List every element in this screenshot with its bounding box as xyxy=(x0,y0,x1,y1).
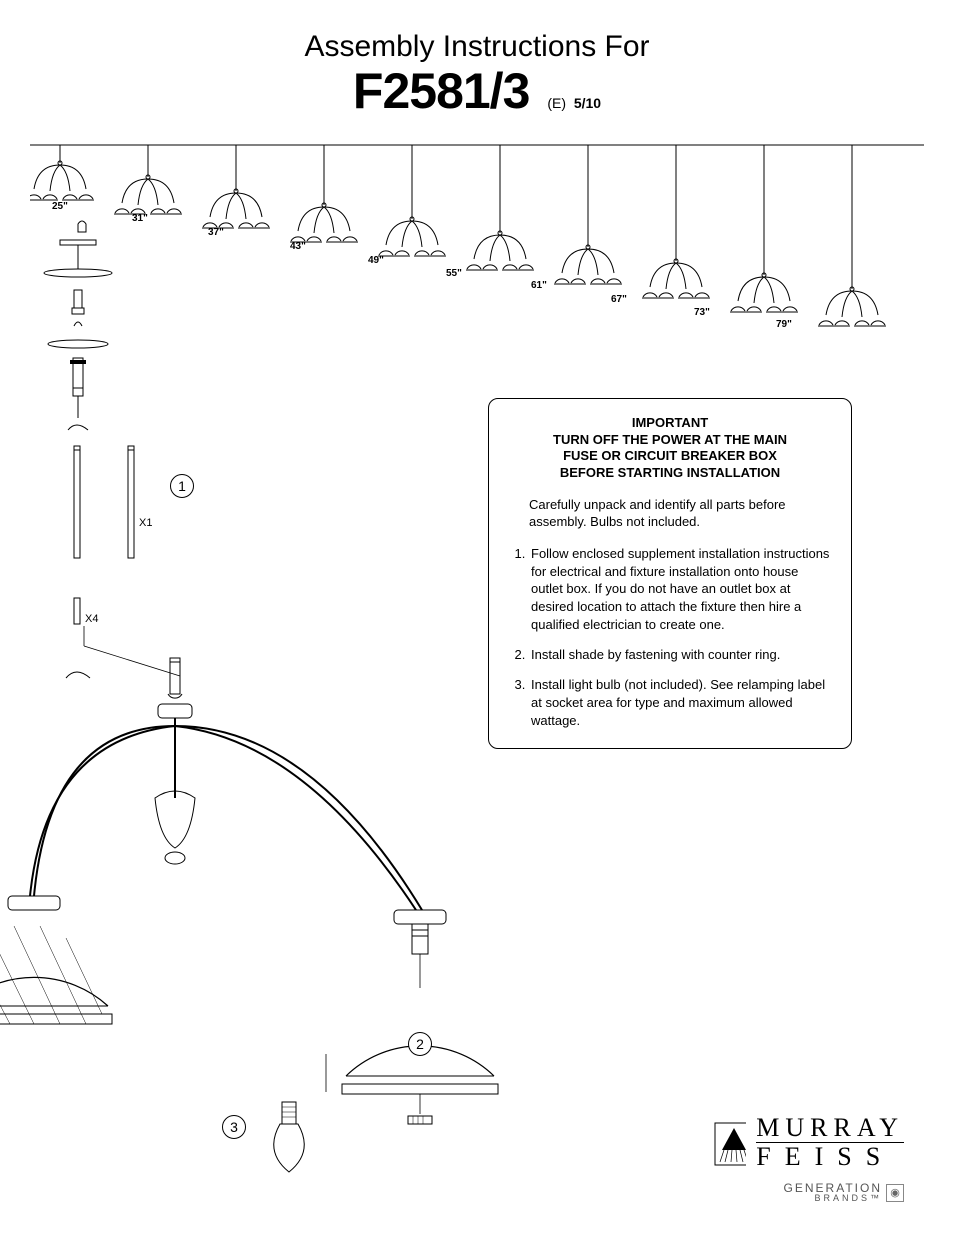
logo-line2: FEISS xyxy=(756,1143,904,1172)
exploded-hardware xyxy=(40,218,210,708)
model-number: F2581/3 xyxy=(353,62,529,120)
model-row: F2581/3 (E) 5/10 xyxy=(50,62,904,120)
qty-x4: X4 xyxy=(85,613,98,625)
height-label: 49" xyxy=(368,255,384,266)
height-label: 37" xyxy=(208,227,224,238)
header: Assembly Instructions For F2581/3 (E) 5/… xyxy=(50,30,904,120)
height-label: 25" xyxy=(52,201,68,212)
callout-2: 2 xyxy=(408,1032,432,1056)
instructions-box: IMPORTANT TURN OFF THE POWER AT THE MAIN… xyxy=(488,398,852,749)
callout-1: 1 xyxy=(170,474,194,498)
intro-text: Carefully unpack and identify all parts … xyxy=(529,496,833,531)
step-3: Install light bulb (not included). See r… xyxy=(529,676,833,730)
logo-line1: MURRAY xyxy=(756,1115,904,1143)
important-line2: FUSE OR CIRCUIT BREAKER BOX xyxy=(563,448,777,463)
steps-list: Follow enclosed supplement installation … xyxy=(507,545,833,730)
height-label: 79" xyxy=(776,319,792,330)
height-label: 43" xyxy=(290,241,306,252)
height-label: 61" xyxy=(531,280,547,291)
lamp-icon xyxy=(714,1122,746,1166)
height-label: 67" xyxy=(611,294,627,305)
logo-block: MURRAY FEISS GENERATION BRANDS™ ◉ xyxy=(714,1115,904,1203)
important-line3: BEFORE STARTING INSTALLATION xyxy=(560,465,780,480)
generation-brands: GENERATION BRANDS™ ◉ xyxy=(714,1182,904,1203)
revision: (E) 5/10 xyxy=(547,95,601,111)
speaker-icon: ◉ xyxy=(886,1184,904,1202)
important-heading: IMPORTANT TURN OFF THE POWER AT THE MAIN… xyxy=(507,415,833,482)
height-label: 73" xyxy=(694,307,710,318)
subtitle: Assembly Instructions For xyxy=(50,30,904,64)
important-title: IMPORTANT xyxy=(632,415,708,430)
step-2: Install shade by fastening with counter … xyxy=(529,646,833,664)
main-fixture-diagram xyxy=(0,648,510,1188)
murray-feiss-logo: MURRAY FEISS xyxy=(714,1115,904,1172)
height-label: 55" xyxy=(446,268,462,279)
important-line1: TURN OFF THE POWER AT THE MAIN xyxy=(553,432,787,447)
revision-e: (E) xyxy=(547,95,566,111)
step-1: Follow enclosed supplement installation … xyxy=(529,545,833,635)
brands-text: BRANDS™ xyxy=(784,1194,882,1203)
callout-3: 3 xyxy=(222,1115,246,1139)
revision-date: 5/10 xyxy=(574,95,601,111)
qty-x1: X1 xyxy=(139,517,152,529)
